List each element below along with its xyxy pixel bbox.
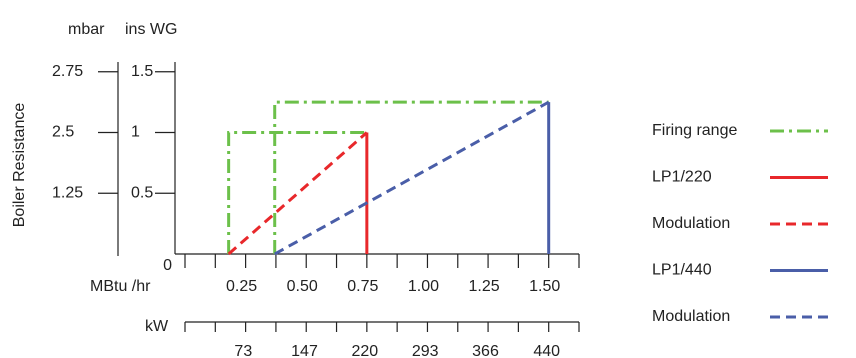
series-line	[273, 100, 549, 254]
mbar-tick-label: 1.25	[52, 184, 83, 201]
legend-label: Modulation	[652, 215, 730, 232]
x-tick-label: 1.50	[529, 278, 560, 295]
y-tick-label: 1	[131, 124, 140, 141]
x-tick-label: 0.75	[347, 278, 378, 295]
x2-tick-label: 73	[234, 343, 252, 358]
mbar-unit: mbar	[68, 21, 105, 38]
inswg-unit: ins WG	[125, 21, 177, 38]
legend-label: LP1/220	[652, 169, 712, 186]
x2-tick-label: 366	[472, 343, 499, 358]
x-tick-label: 1.25	[469, 278, 500, 295]
x2-tick-label: 293	[412, 343, 439, 358]
y-tick-label: 1.5	[131, 63, 153, 80]
x-tick-label: 0.50	[287, 278, 318, 295]
x2-tick-label: 220	[351, 343, 378, 358]
series-line	[227, 131, 367, 254]
y-tick-label: 0	[163, 257, 172, 274]
x2-tick-label: 440	[533, 343, 560, 358]
series-line	[273, 100, 550, 256]
mbar-tick-label: 2.75	[52, 63, 83, 80]
legend-label: Modulation	[652, 308, 730, 325]
y-tick-label: 0.5	[131, 184, 153, 201]
x2-tick-label: 147	[291, 343, 318, 358]
legend-label: LP1/440	[652, 262, 712, 279]
x-label: MBtu /hr	[90, 278, 151, 295]
legend-label: Firing range	[652, 122, 737, 139]
x2-label: kW	[145, 318, 169, 335]
x-tick-label: 1.00	[408, 278, 439, 295]
x-tick-label: 0.25	[226, 278, 257, 295]
series-line	[227, 131, 368, 256]
mbar-tick-label: 2.5	[52, 124, 74, 141]
y-label: Boiler Resistance	[11, 103, 28, 228]
